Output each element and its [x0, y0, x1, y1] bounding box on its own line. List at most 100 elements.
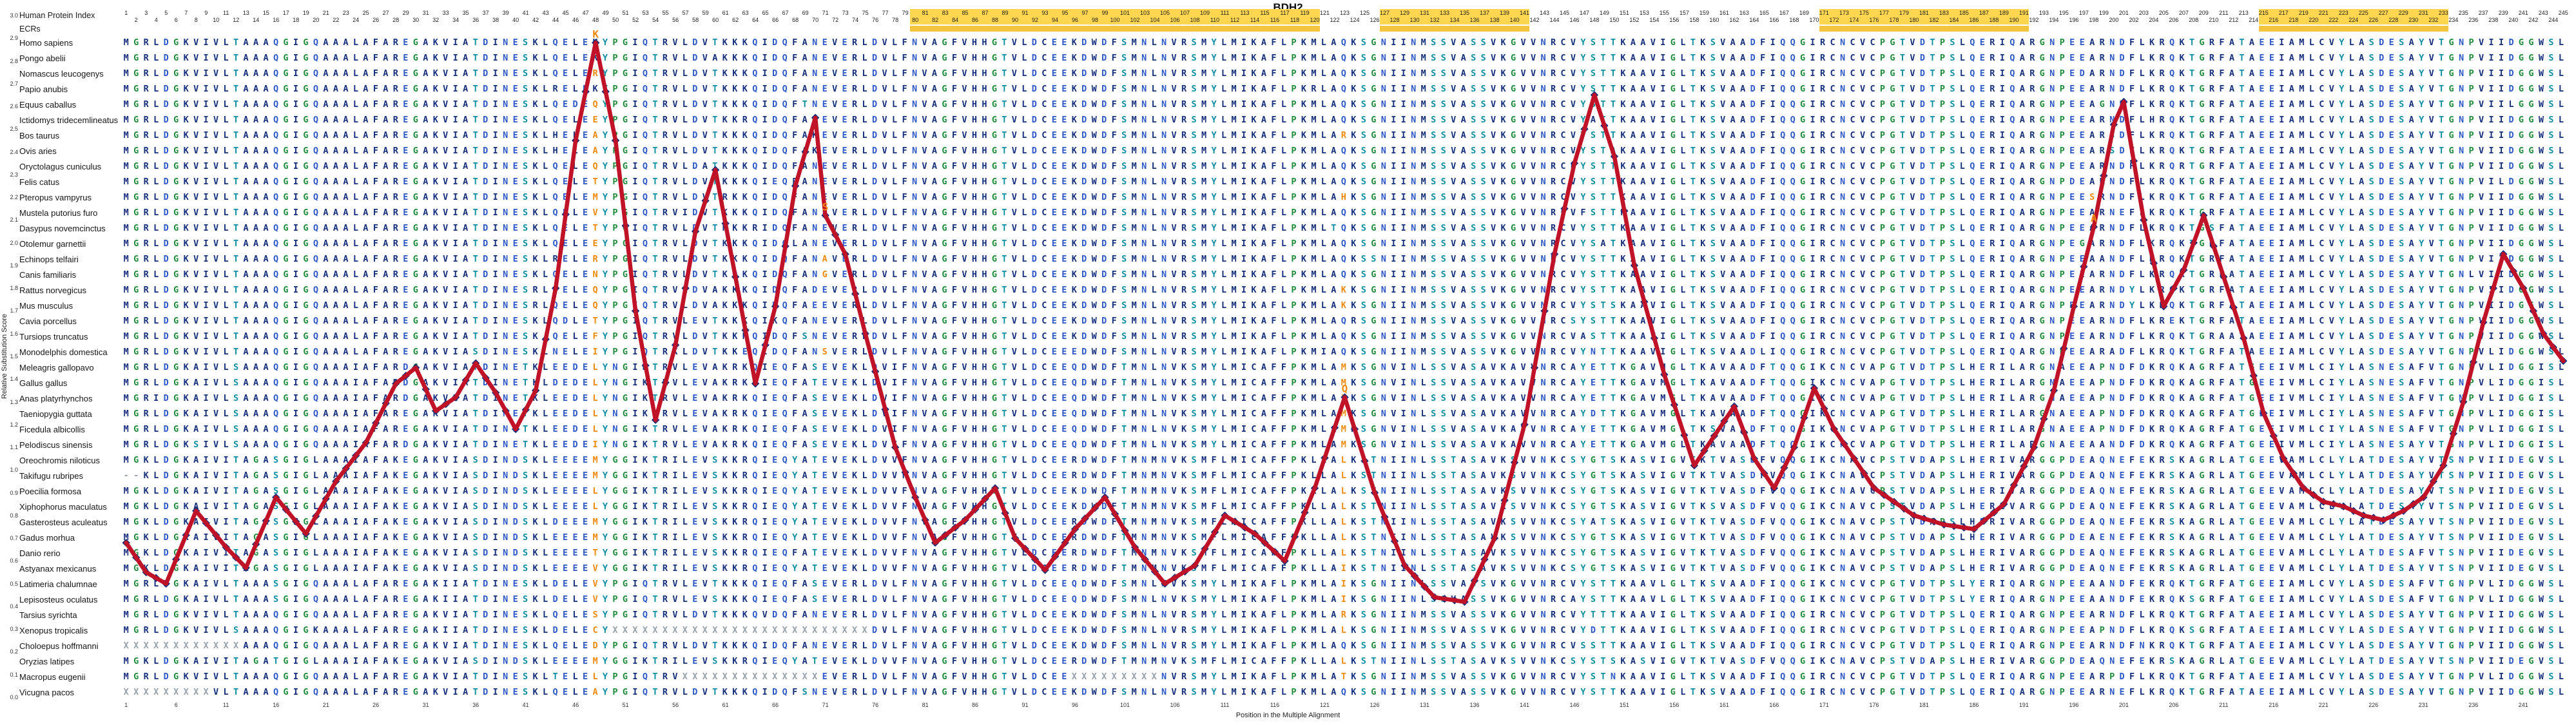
index-number: 179: [1899, 10, 1909, 16]
x-axis-tick: 11: [223, 702, 229, 708]
x-axis-tick: 6: [174, 702, 178, 708]
index-number: 16: [273, 17, 280, 23]
x-axis-tick: 116: [1270, 702, 1280, 708]
index-number: 163: [1739, 10, 1749, 16]
ecr-block: [1819, 26, 2029, 32]
index-number: 189: [1999, 10, 2009, 16]
species-label: Astyanax mexicanus: [19, 563, 97, 574]
index-number: 108: [1190, 17, 1200, 23]
index-number: 236: [2468, 17, 2479, 23]
index-number: 20: [313, 17, 320, 23]
x-axis-tick: 151: [1619, 702, 1629, 708]
index-number: 183: [1939, 10, 1949, 16]
index-number: 140: [1509, 17, 1520, 23]
index-number: 146: [1569, 17, 1580, 23]
index-number: 157: [1679, 10, 1689, 16]
index-number: 175: [1859, 10, 1869, 16]
x-axis-tick: 66: [772, 702, 779, 708]
index-number: 231: [2418, 10, 2428, 16]
index-number: 33: [442, 10, 449, 16]
index-number: 11: [223, 10, 229, 16]
index-number: 215: [2258, 10, 2269, 16]
index-number: 191: [2019, 10, 2029, 16]
index-number: 129: [1399, 10, 1409, 16]
index-number: 130: [1409, 17, 1420, 23]
index-number: 164: [1749, 17, 1759, 23]
index-number: 74: [852, 17, 859, 23]
index-number: 186: [1969, 17, 1979, 23]
x-axis-tick: 211: [2219, 702, 2229, 708]
ecrs-label: ECRs: [19, 24, 41, 34]
species-label: Felis catus: [19, 177, 60, 187]
species-label: Tarsius syrichta: [19, 610, 77, 620]
index-number: 170: [1809, 17, 1819, 23]
species-label: Xenopus tropicalis: [19, 625, 88, 635]
index-number: 78: [892, 17, 899, 23]
x-axis-tick: 96: [1072, 702, 1079, 708]
index-number: 59: [702, 10, 709, 16]
y-axis-tick: 2.2: [10, 194, 18, 201]
index-number: 227: [2378, 10, 2388, 16]
index-number: 165: [1759, 10, 1769, 16]
index-number: 213: [2238, 10, 2249, 16]
species-label: Papio anubis: [19, 84, 68, 94]
index-number: 21: [322, 10, 329, 16]
index-number: 190: [2009, 17, 2019, 23]
index-number: 90: [1012, 17, 1019, 23]
y-axis-tick: 1.5: [10, 353, 18, 360]
index-number: 143: [1539, 10, 1549, 16]
species-label: Gadus morhua: [19, 532, 75, 543]
index-number: 24: [353, 17, 360, 23]
index-number: 53: [642, 10, 649, 16]
index-number: 99: [1101, 10, 1109, 16]
index-number: 105: [1160, 10, 1170, 16]
index-number: 124: [1350, 17, 1360, 23]
index-number: 117: [1280, 10, 1290, 16]
index-number: 120: [1310, 17, 1320, 23]
index-number: 158: [1689, 17, 1700, 23]
index-number: 188: [1989, 17, 1999, 23]
x-axis-tick: 126: [1370, 702, 1380, 708]
index-number: 176: [1869, 17, 1879, 23]
index-number: 7: [184, 10, 188, 16]
index-number: 70: [812, 17, 819, 23]
species-label: Pongo abelii: [19, 53, 66, 63]
species-label: Takifugu rubripes: [19, 470, 83, 481]
index-number: 218: [2289, 17, 2299, 23]
index-number: 113: [1240, 10, 1250, 16]
ecr-block: [2258, 26, 2449, 32]
index-number: 55: [662, 10, 669, 16]
index-number: 51: [622, 10, 629, 16]
index-number: 98: [1092, 17, 1099, 23]
index-number: 180: [1909, 17, 1919, 23]
index-number: 217: [2278, 10, 2289, 16]
index-number: 41: [522, 10, 529, 16]
index-number: 162: [1729, 17, 1739, 23]
index-number: 243: [2538, 10, 2548, 16]
x-axis-tick: 111: [1220, 702, 1230, 708]
index-number: 66: [772, 17, 779, 23]
index-number: 240: [2508, 17, 2519, 23]
index-number: 241: [2518, 10, 2528, 16]
index-number: 233: [2438, 10, 2448, 16]
index-number: 52: [632, 17, 639, 23]
index-number: 172: [1829, 17, 1839, 23]
species-label: Anas platyrhynchos: [19, 393, 93, 403]
index-number: 125: [1359, 10, 1370, 16]
index-number: 47: [582, 10, 589, 16]
y-axis-tick: 2.9: [10, 35, 18, 42]
index-number: 161: [1719, 10, 1729, 16]
